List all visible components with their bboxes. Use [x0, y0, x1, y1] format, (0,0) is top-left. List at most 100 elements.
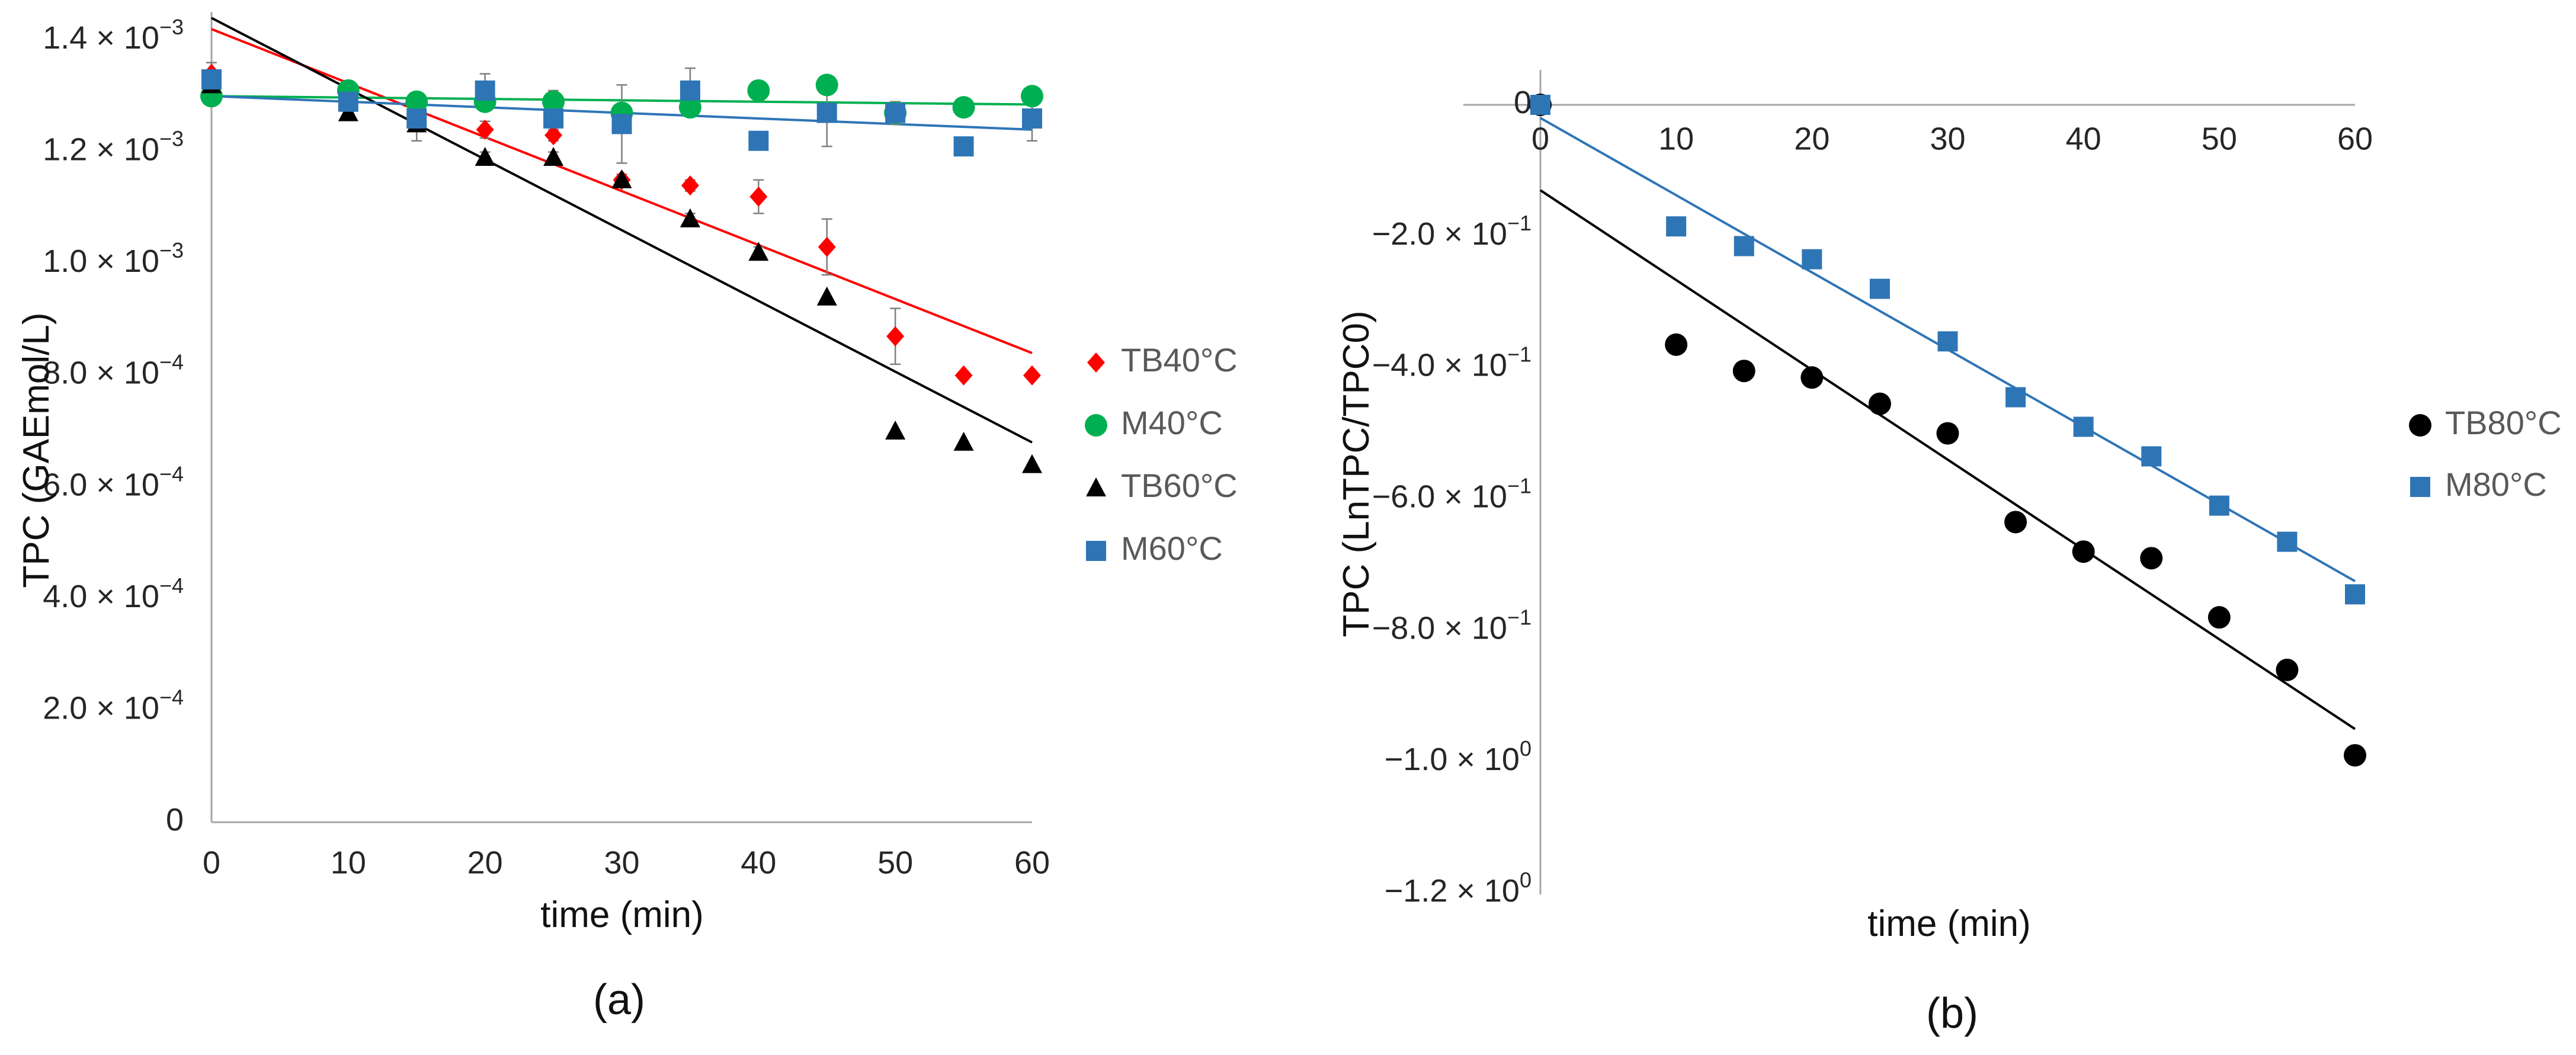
data-point: [543, 147, 564, 166]
panel-a-x-tick-labels: 0 10 20 30 40 50 60: [203, 845, 1050, 880]
panel-b-x-tick-labels: 0 10 20 30 40 50 60: [1531, 121, 2373, 156]
y-tick-label: 1.0 × 10−3: [43, 238, 184, 280]
legend-marker: [1086, 477, 1106, 496]
panel-a-y-axis-title: TPC (GAEmol/L): [16, 312, 57, 588]
y-tick-label: 0: [166, 802, 184, 838]
data-point: [1665, 333, 1688, 356]
panel-b-x-axis-title: time (min): [1867, 903, 2031, 944]
trendline: [1539, 189, 2356, 730]
data-point: [1734, 236, 1754, 256]
legend-label: M80°C: [2445, 466, 2547, 503]
data-point: [1936, 422, 1959, 445]
x-tick-label: 30: [1930, 121, 1965, 156]
data-point: [680, 208, 700, 227]
y-tick-label: 6.0 × 10−4: [43, 461, 184, 503]
data-point: [2276, 658, 2299, 681]
legend-item: M40°C: [1085, 404, 1223, 441]
data-point: [338, 91, 358, 112]
x-tick-label: 50: [2202, 121, 2237, 156]
data-point: [953, 136, 974, 157]
data-point: [1937, 331, 1958, 352]
data-point: [475, 147, 495, 166]
data-point: [952, 96, 975, 119]
panel-b-chart: 0 10 20 30 40 50 60 0 −2.0 × 10−1 −4.0 × 10−1 −6.…: [1336, 70, 2562, 1037]
data-point: [476, 119, 494, 140]
panel-b-y-axis-title: TPC (LnTPC/TPC0): [1336, 310, 1377, 637]
data-point: [1022, 454, 1042, 473]
data-point: [885, 102, 906, 123]
panel-b-axes: [1463, 70, 2355, 894]
data-point: [2005, 387, 2026, 408]
legend-marker: [1087, 352, 1105, 373]
legend-item: M60°C: [1086, 530, 1223, 567]
x-tick-label: 10: [1658, 121, 1694, 156]
data-point: [953, 431, 974, 451]
data-point: [954, 365, 973, 386]
legend-label: TB80°C: [2445, 404, 2562, 441]
y-tick-label: −8.0 × 10−1: [1372, 605, 1531, 646]
data-point: [406, 108, 427, 129]
x-tick-label: 40: [741, 845, 776, 880]
y-tick-label: 0: [1514, 85, 1531, 120]
data-point: [611, 169, 632, 188]
legend-marker: [2410, 477, 2430, 497]
panel-b-legend: TB80°C M80°C: [2409, 404, 2562, 503]
data-point: [1800, 366, 1824, 389]
panel-a-x-axis-title: time (min): [540, 894, 704, 935]
y-tick-label: −1.2 × 100: [1385, 868, 1531, 909]
y-tick-label: −2.0 × 10−1: [1372, 210, 1531, 252]
x-tick-label: 60: [1014, 845, 1050, 880]
panel-a-data-points: [200, 63, 1043, 473]
panel-b-data-points: [1529, 94, 2366, 767]
data-point: [885, 421, 906, 440]
legend-marker: [1086, 541, 1106, 561]
y-tick-label: 1.2 × 10−3: [43, 126, 184, 168]
y-tick-label: −6.0 × 10−1: [1372, 473, 1531, 515]
data-point: [475, 80, 495, 101]
data-point: [2073, 416, 2094, 437]
data-point: [1802, 249, 1822, 270]
x-tick-label: 10: [331, 845, 366, 880]
panel-a-chart: 0 10 20 30 40 50 60 0 2.0 × 10−4 4.0 × 10−4 6.0 ×…: [16, 12, 1238, 1024]
data-point: [1023, 365, 1041, 386]
data-point: [816, 102, 837, 123]
legend-label: TB40°C: [1121, 341, 1238, 379]
data-point: [816, 286, 837, 306]
data-point: [1530, 95, 1550, 115]
legend-item: TB40°C: [1087, 341, 1238, 379]
x-tick-label: 0: [203, 845, 220, 880]
y-tick-label: −4.0 × 10−1: [1372, 342, 1531, 383]
x-tick-label: 20: [1794, 121, 1830, 156]
x-tick-label: 50: [877, 845, 913, 880]
data-point: [2345, 584, 2365, 605]
trendline: [211, 17, 1033, 444]
data-point: [681, 175, 699, 196]
panel-a-y-tick-labels: 0 2.0 × 10−4 4.0 × 10−4 6.0 × 10−4 8.0 × 10−…: [43, 15, 184, 838]
data-point: [818, 236, 836, 257]
data-point: [2141, 446, 2162, 467]
data-point: [748, 242, 769, 261]
data-point: [815, 73, 838, 97]
data-point: [1666, 216, 1687, 237]
y-tick-label: −1.0 × 100: [1385, 736, 1531, 778]
data-point: [1021, 85, 1043, 108]
panel-a-axes: [210, 12, 1032, 823]
legend-label: M60°C: [1121, 530, 1223, 567]
data-point: [2209, 495, 2229, 516]
data-point: [748, 130, 769, 151]
data-point: [1869, 278, 1890, 299]
data-point: [1022, 108, 1042, 129]
data-point: [611, 114, 632, 134]
data-point: [2072, 540, 2095, 563]
data-point: [886, 326, 905, 347]
y-tick-label: 8.0 × 10−4: [43, 349, 184, 391]
data-point: [542, 90, 565, 113]
data-point: [2004, 511, 2027, 534]
data-point: [678, 96, 701, 119]
data-point: [2207, 606, 2231, 629]
data-point: [1732, 360, 1755, 383]
legend-label: TB60°C: [1121, 467, 1238, 504]
x-tick-label: 40: [2066, 121, 2101, 156]
legend-marker: [2409, 414, 2431, 437]
data-point: [405, 90, 428, 113]
